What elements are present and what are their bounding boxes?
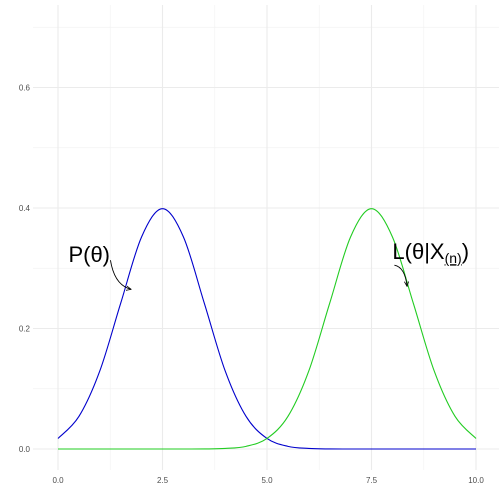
y-axis-tick-labels: 0.0 0.2 0.4 0.6 (19, 84, 31, 455)
annotation-arrow-1 (110, 260, 131, 289)
y-tick-label: 0.6 (19, 84, 31, 93)
y-tick-label: 0.4 (19, 204, 31, 213)
annotation-label-2: L(θ|X(n)) (392, 239, 469, 266)
annotation-label-1: P(θ) (68, 242, 110, 267)
x-axis-tick-labels: 0.0 2.5 5.0 7.5 10.0 (52, 476, 484, 485)
annotation-arrow-2 (394, 264, 407, 286)
series-line-2 (58, 208, 477, 450)
x-tick-label: 2.5 (157, 476, 169, 485)
annotations: P(θ) L(θ|X(n)) (68, 239, 469, 289)
x-tick-label: 5.0 (261, 476, 273, 485)
series-layer (57, 208, 477, 450)
series-line-1 (57, 208, 476, 450)
x-tick-label: 0.0 (52, 476, 64, 485)
x-tick-label: 7.5 (366, 476, 378, 485)
x-tick-label: 10.0 (468, 476, 484, 485)
minor-gridlines (33, 5, 499, 470)
y-tick-label: 0.0 (19, 445, 31, 454)
major-gridlines (33, 5, 499, 470)
y-tick-label: 0.2 (19, 325, 31, 334)
